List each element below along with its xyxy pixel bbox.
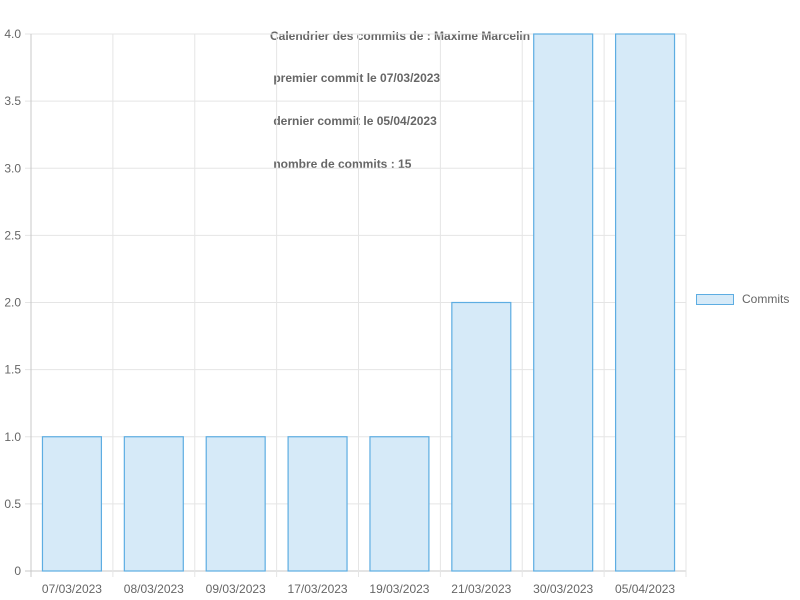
x-tick-label: 09/03/2023: [206, 582, 266, 596]
x-tick-label: 07/03/2023: [42, 582, 102, 596]
legend-label-commits: Commits: [742, 292, 790, 306]
bar: [614, 33, 676, 572]
chart-subtitle-last-commit: dernier commit le 05/04/2023: [270, 114, 437, 129]
y-tick-label: 2.5: [4, 228, 21, 242]
bar: [41, 436, 103, 572]
bar: [369, 436, 430, 572]
legend-swatch-commits: [696, 293, 734, 305]
bar: [533, 33, 594, 572]
chart-title-line: Calendrier des commits de : Maxime Marce…: [270, 28, 531, 43]
chart-subtitle-first-commit: premier commit le 07/03/2023: [270, 71, 441, 86]
chart-title: Calendrier des commits de : Maxime Marce…: [270, 0, 530, 186]
x-tick-label: 21/03/2023: [451, 582, 511, 596]
bar: [123, 436, 184, 572]
chart-subtitle-commit-count: nombre de commits : 15: [270, 157, 412, 172]
y-tick-label: 4.0: [4, 27, 21, 41]
x-tick-label: 19/03/2023: [369, 582, 429, 596]
y-tick-label: 0.5: [4, 497, 21, 511]
y-tick-label: 0: [14, 564, 21, 578]
y-tick-label: 3.5: [4, 94, 21, 108]
x-tick-label: 08/03/2023: [124, 582, 184, 596]
bar: [287, 436, 348, 572]
x-tick-label: 17/03/2023: [288, 582, 348, 596]
y-tick-label: 1.0: [4, 430, 21, 444]
x-tick-label: 05/04/2023: [615, 582, 675, 596]
bar: [205, 436, 266, 572]
y-tick-label: 3.0: [4, 161, 21, 175]
x-tick-label: 30/03/2023: [533, 582, 593, 596]
y-tick-label: 1.5: [4, 363, 21, 377]
y-tick-label: 2.0: [4, 296, 21, 310]
legend[interactable]: Commits: [696, 292, 789, 306]
bar: [451, 301, 512, 572]
